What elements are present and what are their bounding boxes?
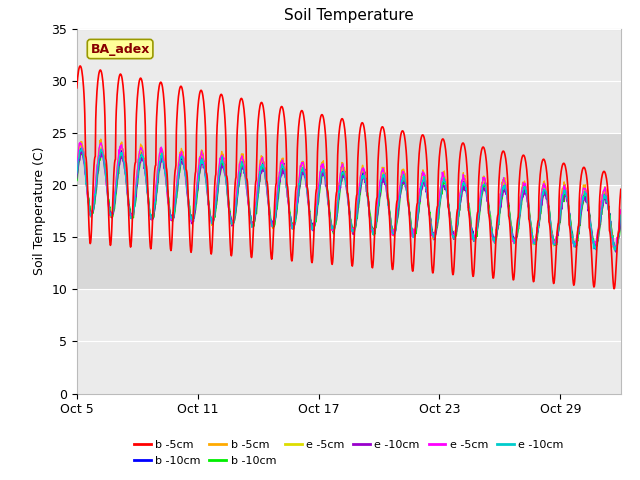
Bar (77, 237, 621, 289)
Legend: b -5cm, b -10cm, b -5cm, b -10cm, e -5cm, e -10cm, e -5cm, e -10cm: b -5cm, b -10cm, b -5cm, b -10cm, e -5cm… (129, 436, 568, 470)
Bar (77, 133, 621, 185)
Y-axis label: Soil Temperature (C): Soil Temperature (C) (33, 147, 45, 276)
Title: Soil Temperature: Soil Temperature (284, 9, 413, 24)
Text: BA_adex: BA_adex (90, 43, 150, 56)
